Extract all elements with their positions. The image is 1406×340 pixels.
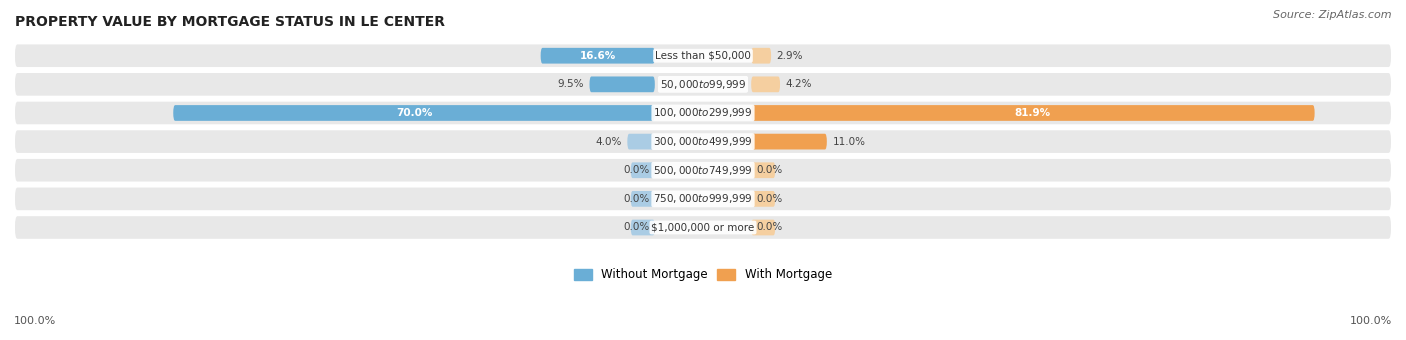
FancyBboxPatch shape — [631, 220, 655, 235]
Text: 0.0%: 0.0% — [756, 194, 783, 204]
FancyBboxPatch shape — [751, 220, 775, 235]
Text: 16.6%: 16.6% — [579, 51, 616, 61]
FancyBboxPatch shape — [15, 159, 1391, 182]
FancyBboxPatch shape — [15, 73, 1391, 96]
FancyBboxPatch shape — [627, 134, 655, 150]
Text: 11.0%: 11.0% — [832, 137, 865, 147]
Text: $100,000 to $299,999: $100,000 to $299,999 — [654, 106, 752, 119]
Text: $50,000 to $99,999: $50,000 to $99,999 — [659, 78, 747, 91]
Text: 0.0%: 0.0% — [623, 222, 650, 233]
FancyBboxPatch shape — [173, 105, 655, 121]
Text: 2.9%: 2.9% — [776, 51, 803, 61]
FancyBboxPatch shape — [751, 48, 770, 64]
Text: $500,000 to $749,999: $500,000 to $749,999 — [654, 164, 752, 177]
Text: Source: ZipAtlas.com: Source: ZipAtlas.com — [1274, 10, 1392, 20]
Text: $1,000,000 or more: $1,000,000 or more — [651, 222, 755, 233]
Text: $750,000 to $999,999: $750,000 to $999,999 — [654, 192, 752, 205]
Text: Less than $50,000: Less than $50,000 — [655, 51, 751, 61]
Text: 9.5%: 9.5% — [557, 79, 583, 89]
FancyBboxPatch shape — [15, 188, 1391, 210]
FancyBboxPatch shape — [631, 163, 655, 178]
FancyBboxPatch shape — [751, 105, 1315, 121]
Text: 0.0%: 0.0% — [623, 194, 650, 204]
Text: 100.0%: 100.0% — [14, 317, 56, 326]
FancyBboxPatch shape — [15, 102, 1391, 124]
FancyBboxPatch shape — [751, 191, 775, 207]
Text: 0.0%: 0.0% — [756, 222, 783, 233]
Text: 100.0%: 100.0% — [1350, 317, 1392, 326]
FancyBboxPatch shape — [541, 48, 655, 64]
FancyBboxPatch shape — [751, 76, 780, 92]
Text: 81.9%: 81.9% — [1015, 108, 1050, 118]
Text: 4.0%: 4.0% — [596, 137, 621, 147]
FancyBboxPatch shape — [751, 163, 775, 178]
Text: $300,000 to $499,999: $300,000 to $499,999 — [654, 135, 752, 148]
Text: 70.0%: 70.0% — [396, 108, 432, 118]
FancyBboxPatch shape — [631, 191, 655, 207]
Legend: Without Mortgage, With Mortgage: Without Mortgage, With Mortgage — [569, 264, 837, 286]
FancyBboxPatch shape — [589, 76, 655, 92]
FancyBboxPatch shape — [751, 134, 827, 150]
Text: 0.0%: 0.0% — [623, 165, 650, 175]
Text: PROPERTY VALUE BY MORTGAGE STATUS IN LE CENTER: PROPERTY VALUE BY MORTGAGE STATUS IN LE … — [15, 15, 446, 29]
Text: 4.2%: 4.2% — [786, 79, 813, 89]
FancyBboxPatch shape — [15, 45, 1391, 67]
Text: 0.0%: 0.0% — [756, 165, 783, 175]
FancyBboxPatch shape — [15, 216, 1391, 239]
FancyBboxPatch shape — [15, 130, 1391, 153]
